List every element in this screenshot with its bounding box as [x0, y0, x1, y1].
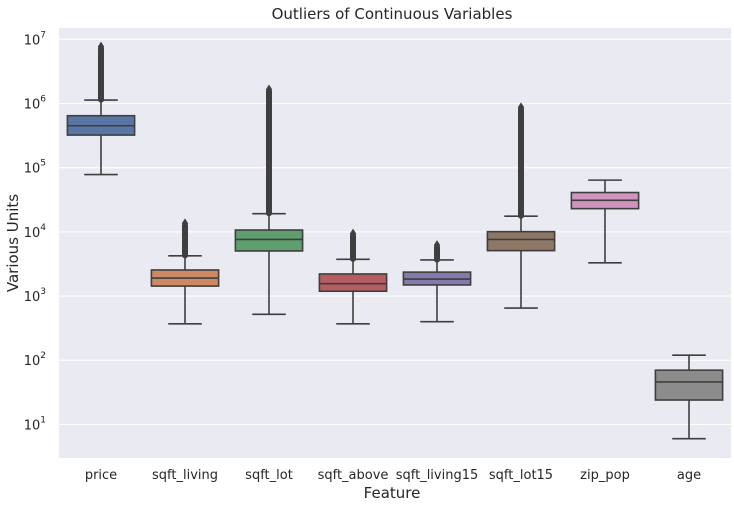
box-zip_pop: [570, 179, 640, 264]
y-tick-label: 105: [24, 159, 46, 177]
flier-max-sqft_living15: [433, 240, 441, 251]
x-axis-label: Feature: [364, 484, 421, 502]
flier-max-sqft_above: [349, 228, 357, 239]
x-tick-label-sqft_lot: sqft_lot: [245, 468, 293, 483]
y-tick-label: 101: [24, 415, 46, 433]
box-iqr-sqft_above: [318, 273, 388, 293]
box-iqr-age: [654, 369, 724, 401]
grid-lines: [59, 38, 731, 425]
box-age: [654, 354, 724, 440]
box-iqr-sqft_lot: [234, 229, 304, 252]
y-axis-label: Various Units: [4, 194, 22, 292]
x-tick-label-sqft_living15: sqft_living15: [396, 468, 479, 483]
x-tick-label-age: age: [677, 468, 701, 483]
y-tick-label: 102: [24, 351, 46, 369]
flier-max-sqft_lot: [265, 84, 273, 95]
chart-title: Outliers of Continuous Variables: [272, 5, 513, 23]
box-sqft_living: [150, 218, 220, 325]
y-tick-label: 107: [24, 30, 46, 48]
x-tick-label-sqft_living: sqft_living: [152, 468, 218, 483]
boxes: [66, 41, 724, 440]
box-sqft_above: [318, 228, 388, 325]
flier-max-price: [97, 41, 105, 52]
x-tick-label-sqft_lot15: sqft_lot15: [489, 468, 553, 483]
plot-area: [59, 28, 731, 458]
box-price: [66, 41, 136, 176]
box-sqft_living15: [402, 240, 472, 323]
y-tick-label: 106: [24, 94, 47, 112]
y-tick-label: 103: [24, 287, 46, 305]
x-tick-label-price: price: [85, 468, 117, 483]
x-tick-label-zip_pop: zip_pop: [580, 468, 630, 483]
box-sqft_lot: [234, 84, 304, 316]
flier-max-sqft_living: [181, 218, 189, 229]
box-sqft_lot15: [486, 102, 556, 309]
box-iqr-sqft_lot15: [486, 230, 556, 252]
x-tick-label-sqft_above: sqft_above: [318, 468, 389, 483]
flier-max-sqft_lot15: [517, 102, 525, 113]
x-tick-labels: price sqft_living sqft_lot sqft_above sqft_l…: [85, 468, 701, 483]
y-tick-label: 104: [24, 223, 47, 241]
y-tick-labels: 101 102 103 104 105 106 107: [24, 30, 47, 433]
